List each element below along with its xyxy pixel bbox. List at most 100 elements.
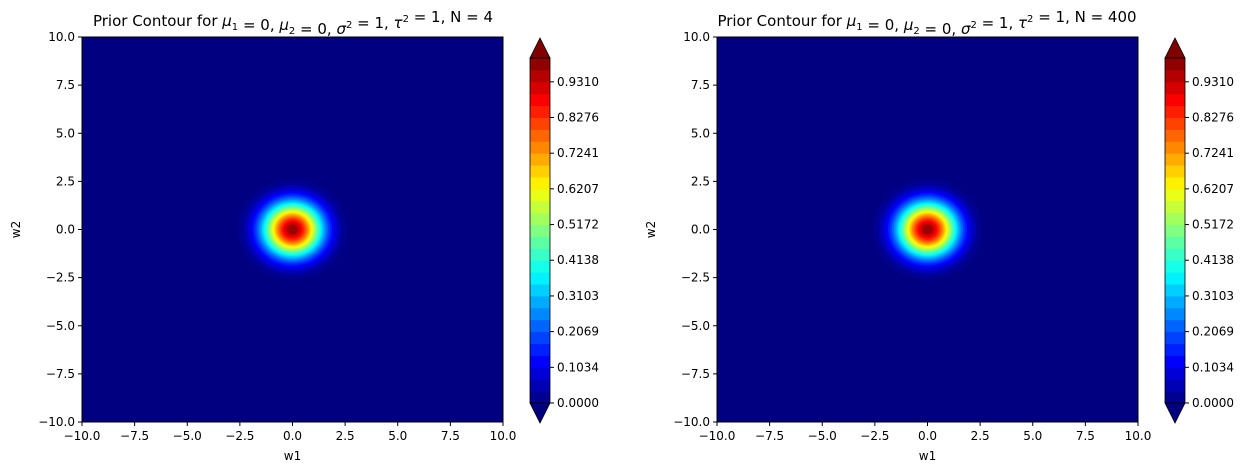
contour-band-peak — [286, 224, 299, 235]
colorbar-segment — [1165, 367, 1185, 380]
colorbar-tick-label: 0.4138 — [1192, 253, 1234, 267]
colorbar-tick-label: 0.8276 — [1192, 110, 1234, 124]
x-tick-label: −5.0 — [808, 429, 837, 443]
colorbar-segment — [530, 105, 550, 118]
plot-area — [716, 36, 1139, 423]
colorbar-tick-label: 0.2069 — [1192, 325, 1234, 339]
colorbar-segment — [1165, 343, 1185, 356]
colorbar-tick-label: 0.9310 — [557, 75, 599, 89]
colorbar-segment — [1165, 284, 1185, 297]
colorbar-segment — [1165, 248, 1185, 261]
x-tick-label: 0.0 — [918, 429, 937, 443]
colorbar-segment — [1165, 165, 1185, 178]
colorbar-tick-label: 0.8276 — [557, 110, 599, 124]
x-tick-label: 2.5 — [336, 429, 355, 443]
colorbar-tick-label: 0.3103 — [1192, 289, 1234, 303]
colorbar-segment — [1165, 224, 1185, 237]
colorbar-segment — [1165, 307, 1185, 321]
y-axis: −10.0 −7.5 −5.0 −2.5 0.0 2.5 5.0 7.5 10.0 — [673, 30, 717, 429]
y-tick-label: −2.5 — [681, 271, 710, 285]
colorbar-segment — [530, 129, 550, 142]
colorbar-segment — [530, 188, 550, 202]
colorbar-segment — [1165, 236, 1185, 249]
y-tick-label: 7.5 — [56, 78, 75, 92]
colorbar-tick-label: 0.4138 — [557, 253, 599, 267]
colorbar-segment — [1165, 355, 1185, 368]
colorbar-tick-label: 0.0000 — [1192, 396, 1234, 410]
plot-area — [81, 36, 504, 423]
colorbar-tick-label: 0.6207 — [557, 182, 599, 196]
colorbar-tick-label: 0.2069 — [557, 325, 599, 339]
y-tick-label: 10.0 — [48, 30, 75, 44]
x-axis: −10.0 −7.5 −5.0 −2.5 0.0 2.5 5.0 7.5 10.0 — [64, 422, 516, 443]
x-tick-label: −10.0 — [64, 429, 101, 443]
colorbar-extend-min — [529, 402, 551, 424]
x-tick-label: −10.0 — [699, 429, 736, 443]
colorbar-segment — [530, 224, 550, 237]
colorbar-segment — [530, 58, 550, 71]
colorbar-tick-label: 0.1034 — [1192, 360, 1234, 374]
y-tick-label: −10.0 — [38, 415, 75, 429]
x-tick-label: 5.0 — [388, 429, 407, 443]
colorbar-segment — [530, 272, 550, 285]
x-tick-label: 0.0 — [283, 429, 302, 443]
chart-panel-left: Prior Contour for μ1 = 0, μ2 = 0, σ2 = 1… — [9, 8, 599, 463]
y-tick-label: −10.0 — [673, 415, 710, 429]
colorbar-segment — [530, 284, 550, 297]
colorbar-tick-label: 0.5172 — [557, 218, 599, 232]
colorbar-segment — [530, 69, 550, 83]
colorbar-tick-label: 0.6207 — [1192, 182, 1234, 196]
contour-band-peak — [921, 224, 934, 235]
colorbar-tick-label: 0.7241 — [1192, 146, 1234, 160]
colorbar-segment — [530, 379, 550, 392]
colorbar-segment — [1165, 379, 1185, 392]
x-tick-label: 5.0 — [1023, 429, 1042, 443]
y-tick-label: −5.0 — [681, 319, 710, 333]
y-axis-label: w2 — [644, 221, 658, 238]
colorbar-tick-label: 0.3103 — [557, 289, 599, 303]
y-tick-label: −7.5 — [46, 367, 75, 381]
x-tick-label: 2.5 — [971, 429, 990, 443]
x-axis: −10.0 −7.5 −5.0 −2.5 0.0 2.5 5.0 7.5 10.0 — [699, 422, 1152, 443]
y-tick-label: 5.0 — [691, 126, 710, 140]
colorbar-segment — [1165, 319, 1185, 333]
colorbar-segment — [530, 81, 550, 95]
colorbar-tick-label: 0.9310 — [1192, 75, 1234, 89]
colorbar-segment — [530, 153, 550, 166]
colorbar: 0.0000 0.1034 0.2069 0.3103 0.4138 0.5172 0.62… — [1164, 37, 1234, 424]
colorbar-extend-min — [1164, 402, 1186, 424]
colorbar-segment — [1165, 391, 1185, 404]
colorbar-segment — [530, 391, 550, 404]
colorbar-frame — [529, 57, 551, 404]
colorbar-segment — [1165, 105, 1185, 118]
y-axis: −10.0 −7.5 −5.0 −2.5 0.0 2.5 5.0 7.5 10.0 — [38, 30, 82, 429]
colorbar-tick-label: 0.0000 — [557, 396, 599, 410]
y-tick-label: −5.0 — [46, 319, 75, 333]
y-tick-label: 0.0 — [56, 223, 75, 237]
colorbar-tick-label: 0.5172 — [1192, 218, 1234, 232]
y-tick-label: −7.5 — [681, 367, 710, 381]
x-tick-label: 10.0 — [1125, 429, 1152, 443]
colorbar-extend-max — [1164, 37, 1186, 59]
y-tick-label: 0.0 — [691, 223, 710, 237]
x-tick-label: −2.5 — [225, 429, 254, 443]
colorbar-segment — [530, 93, 550, 107]
colorbar-segment — [530, 141, 550, 154]
colorbar-segment — [1165, 93, 1185, 107]
y-tick-label: 10.0 — [683, 30, 710, 44]
y-tick-label: 2.5 — [56, 174, 75, 188]
colorbar-segment — [530, 248, 550, 261]
colorbar-segment — [1165, 295, 1185, 309]
y-axis-label: w2 — [9, 221, 23, 238]
colorbar-frame — [1164, 57, 1186, 404]
colorbar-tick-label: 0.7241 — [557, 146, 599, 160]
x-axis-label: w1 — [284, 449, 301, 463]
y-tick-label: 5.0 — [56, 126, 75, 140]
colorbar-segment — [1165, 176, 1185, 190]
colorbar-segment — [1165, 212, 1185, 226]
colorbar-segment — [530, 367, 550, 380]
colorbar-segment — [530, 295, 550, 309]
colorbar-segment — [1165, 331, 1185, 345]
colorbar-tick-label: 0.1034 — [557, 360, 599, 374]
